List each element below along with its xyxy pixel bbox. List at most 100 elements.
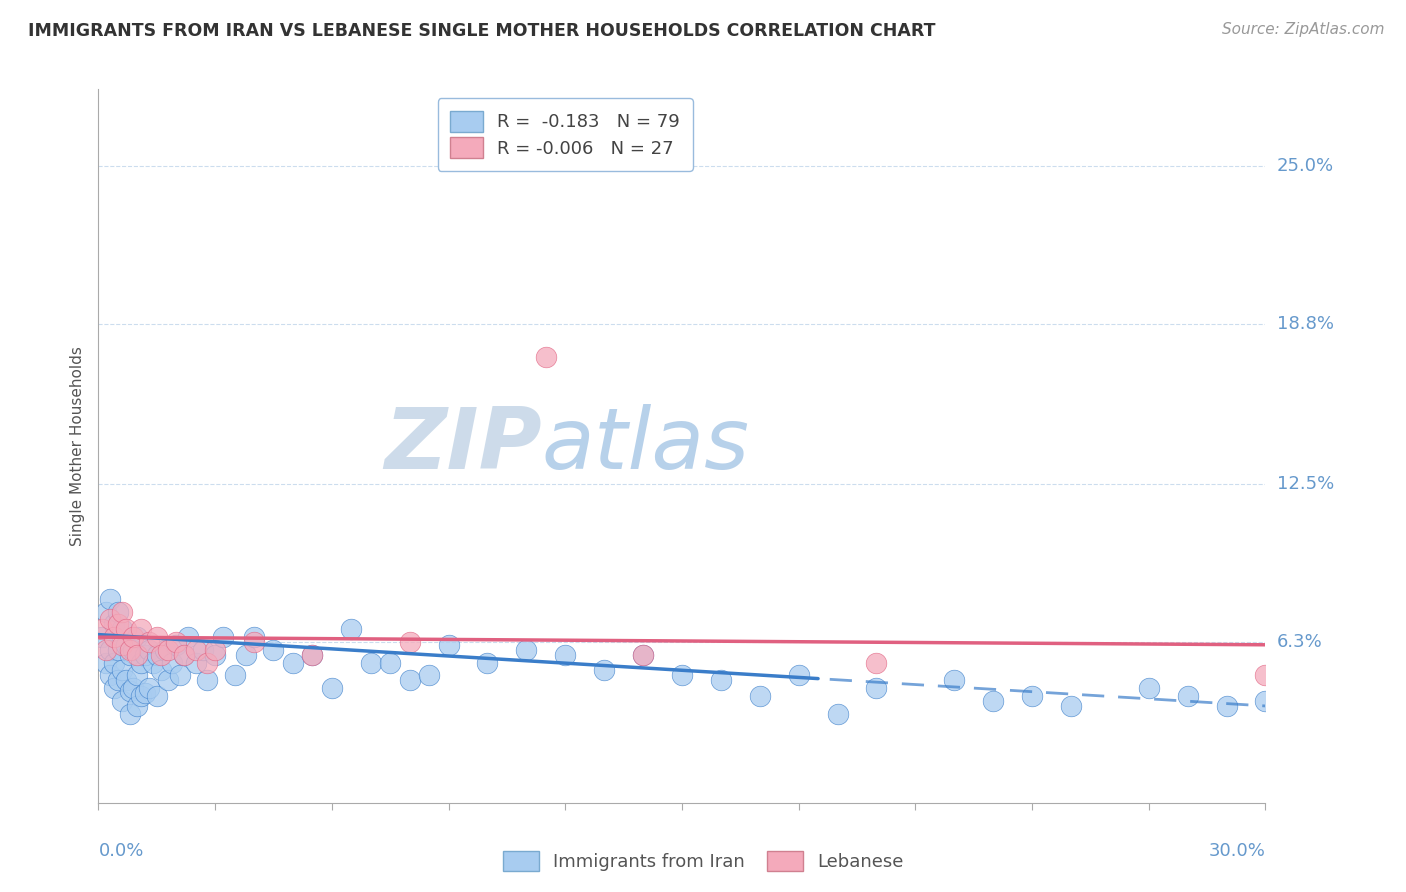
Point <box>1177 689 1199 703</box>
Point <box>165 635 187 649</box>
Point <box>103 617 125 632</box>
Point <box>195 656 218 670</box>
Text: 12.5%: 12.5% <box>1277 475 1334 493</box>
Legend: Immigrants from Iran, Lebanese: Immigrants from Iran, Lebanese <box>495 844 911 879</box>
Point <box>1254 668 1277 682</box>
Point <box>111 605 134 619</box>
Point <box>173 648 195 662</box>
Y-axis label: Single Mother Households: Single Mother Households <box>70 346 86 546</box>
Point <box>710 673 733 688</box>
Point <box>157 673 180 688</box>
Text: Source: ZipAtlas.com: Source: ZipAtlas.com <box>1222 22 1385 37</box>
Point <box>149 663 172 677</box>
Point <box>103 656 125 670</box>
Point <box>134 648 156 662</box>
Point <box>1215 698 1237 713</box>
Point <box>111 638 134 652</box>
Point <box>127 648 149 662</box>
Point <box>235 648 257 662</box>
Point <box>177 630 200 644</box>
Text: 6.3%: 6.3% <box>1277 633 1322 651</box>
Point <box>129 623 152 637</box>
Point <box>631 648 654 662</box>
Point <box>122 643 145 657</box>
Point <box>118 648 141 662</box>
Text: atlas: atlas <box>541 404 749 488</box>
Point <box>380 656 402 670</box>
Point <box>98 612 121 626</box>
Point <box>142 656 165 670</box>
Point <box>91 630 114 644</box>
Point <box>127 630 149 644</box>
Point <box>418 668 440 682</box>
Text: IMMIGRANTS FROM IRAN VS LEBANESE SINGLE MOTHER HOUSEHOLDS CORRELATION CHART: IMMIGRANTS FROM IRAN VS LEBANESE SINGLE … <box>28 22 935 40</box>
Point <box>865 656 887 670</box>
Point <box>173 648 195 662</box>
Point <box>943 673 966 688</box>
Point <box>787 668 810 682</box>
Point <box>437 638 460 652</box>
Point <box>360 656 382 670</box>
Point <box>111 694 134 708</box>
Point <box>118 643 141 657</box>
Point <box>157 643 180 657</box>
Point <box>184 656 207 670</box>
Point <box>534 350 557 364</box>
Point <box>212 630 235 644</box>
Point <box>122 681 145 695</box>
Point <box>193 643 215 657</box>
Point <box>243 635 266 649</box>
Point <box>98 668 121 682</box>
Point <box>162 656 184 670</box>
Point <box>671 668 693 682</box>
Point <box>96 605 118 619</box>
Point <box>129 656 152 670</box>
Point <box>127 698 149 713</box>
Point <box>111 623 134 637</box>
Point <box>98 591 121 606</box>
Point <box>1060 698 1083 713</box>
Text: 30.0%: 30.0% <box>1209 842 1265 860</box>
Point <box>96 643 118 657</box>
Point <box>593 663 616 677</box>
Text: ZIP: ZIP <box>384 404 541 488</box>
Point <box>1254 694 1277 708</box>
Point <box>1021 689 1043 703</box>
Point <box>129 689 152 703</box>
Point <box>224 668 246 682</box>
Point <box>195 673 218 688</box>
Point <box>1137 681 1160 695</box>
Point <box>118 683 141 698</box>
Point <box>165 638 187 652</box>
Point <box>631 648 654 662</box>
Point <box>134 686 156 700</box>
Point <box>398 635 420 649</box>
Text: 18.8%: 18.8% <box>1277 315 1333 333</box>
Point <box>118 706 141 721</box>
Text: 0.0%: 0.0% <box>98 842 143 860</box>
Point <box>127 668 149 682</box>
Point <box>281 656 304 670</box>
Point <box>554 648 576 662</box>
Point <box>138 635 160 649</box>
Point <box>114 673 136 688</box>
Point <box>146 630 169 644</box>
Point <box>340 623 363 637</box>
Point <box>107 643 129 657</box>
Point <box>204 648 226 662</box>
Point <box>262 643 284 657</box>
Point <box>204 643 226 657</box>
Point <box>107 673 129 688</box>
Point <box>477 656 499 670</box>
Point <box>111 663 134 677</box>
Text: 25.0%: 25.0% <box>1277 157 1334 175</box>
Legend: R =  -0.183   N = 79, R = -0.006   N = 27: R = -0.183 N = 79, R = -0.006 N = 27 <box>437 98 693 170</box>
Point <box>114 623 136 637</box>
Point <box>98 643 121 657</box>
Point <box>184 643 207 657</box>
Point <box>138 643 160 657</box>
Point <box>981 694 1004 708</box>
Point <box>146 648 169 662</box>
Point <box>243 630 266 644</box>
Point <box>149 648 172 662</box>
